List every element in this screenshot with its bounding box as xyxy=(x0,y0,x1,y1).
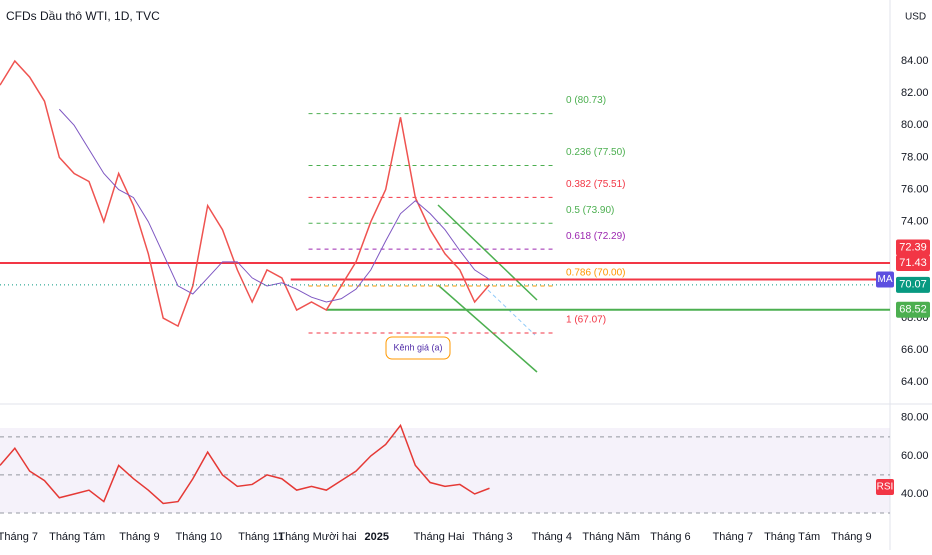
x-tick-label: Tháng 7 xyxy=(0,531,38,543)
fib-label: 0.5 (73.90) xyxy=(566,205,614,216)
x-tick-label: Tháng 4 xyxy=(532,531,572,543)
x-tick-label: Tháng 9 xyxy=(831,531,871,543)
x-tick-label: Tháng Tám xyxy=(49,531,105,543)
rsi-tag-label: RSI xyxy=(877,482,894,493)
price-tag-label: 68.52 xyxy=(899,304,927,316)
channel-line xyxy=(437,284,538,373)
fib-label: 0.786 (70.00) xyxy=(566,268,626,279)
price-line xyxy=(0,59,491,328)
price-line xyxy=(58,108,490,303)
channel-line xyxy=(437,204,538,301)
rsi-tick-label: 80.00 xyxy=(901,412,929,424)
x-tick-label: Tháng 7 xyxy=(713,531,753,543)
price-tag xyxy=(896,239,930,256)
y-tick-label: 76.00 xyxy=(901,183,929,195)
x-tick-label: Tháng Hai xyxy=(414,531,465,543)
fib-label: 1 (67.07) xyxy=(566,315,606,326)
rsi-band xyxy=(0,428,890,513)
price-tag xyxy=(896,276,930,293)
y-tick-label: 78.00 xyxy=(901,151,929,163)
x-tick-label: Tháng 3 xyxy=(472,531,512,543)
x-tick-label: Tháng Năm xyxy=(582,531,639,543)
y-tick-label: 84.00 xyxy=(901,55,929,67)
fib-label: 0.236 (77.50) xyxy=(566,147,626,158)
price-tag-label: 70.07 xyxy=(899,279,927,291)
x-tick-label: Tháng Tám xyxy=(764,531,820,543)
price-tag xyxy=(896,301,930,318)
x-tick-label: Tháng 10 xyxy=(176,531,222,543)
price-tag-label: 72.39 xyxy=(899,241,927,253)
rsi-tick-label: 60.00 xyxy=(901,450,929,462)
fib-label: 0 (80.73) xyxy=(566,95,606,106)
ma-tag-label: MA xyxy=(878,274,893,285)
rsi-tag xyxy=(876,479,894,495)
x-tick-label: Tháng 11 xyxy=(238,531,284,543)
price-tag xyxy=(896,254,930,271)
fib-label: 0.382 (75.51) xyxy=(566,179,626,190)
projection xyxy=(487,289,536,336)
x-tick-label: 2025 xyxy=(365,531,389,543)
chart-title: CFDs Dầu thô WTI, 1D, TVC xyxy=(6,9,160,23)
currency: USD xyxy=(905,12,926,23)
y-tick-label: 80.00 xyxy=(901,119,929,131)
x-tick-label: Tháng 9 xyxy=(119,531,159,543)
rsi-line xyxy=(0,423,490,505)
price-tag-label: 71.43 xyxy=(899,257,927,269)
x-tick-label: Tháng 6 xyxy=(650,531,690,543)
fib-label: 0.618 (72.29) xyxy=(566,231,626,242)
ma-tag xyxy=(876,271,894,288)
y-tick-label: 64.00 xyxy=(901,376,929,388)
x-tick-label: Tháng Mười hai xyxy=(278,531,356,543)
y-tick-label: 66.00 xyxy=(901,344,929,356)
annotation-box xyxy=(385,336,451,360)
y-tick-label: 74.00 xyxy=(901,216,929,228)
y-tick-label: 82.00 xyxy=(901,87,929,99)
rsi-tick-label: 40.00 xyxy=(901,488,929,500)
annotation: Kênh giá (a) xyxy=(393,342,442,352)
